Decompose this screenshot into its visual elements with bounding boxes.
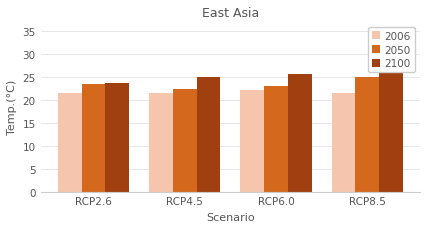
Bar xyxy=(263,87,287,192)
Legend: 2006, 2050, 2100: 2006, 2050, 2100 xyxy=(367,27,414,73)
Title: East Asia: East Asia xyxy=(201,7,258,20)
X-axis label: Scenario: Scenario xyxy=(205,212,254,222)
Bar xyxy=(105,84,129,192)
Bar xyxy=(149,93,173,192)
Bar xyxy=(354,78,378,192)
Bar xyxy=(81,84,105,192)
Bar xyxy=(287,75,311,192)
Bar xyxy=(240,90,263,192)
Bar xyxy=(58,93,81,192)
Bar xyxy=(196,78,220,192)
Bar xyxy=(378,66,402,192)
Bar xyxy=(173,90,196,192)
Bar xyxy=(331,93,354,192)
Y-axis label: Temp.(°C): Temp.(°C) xyxy=(7,80,17,135)
